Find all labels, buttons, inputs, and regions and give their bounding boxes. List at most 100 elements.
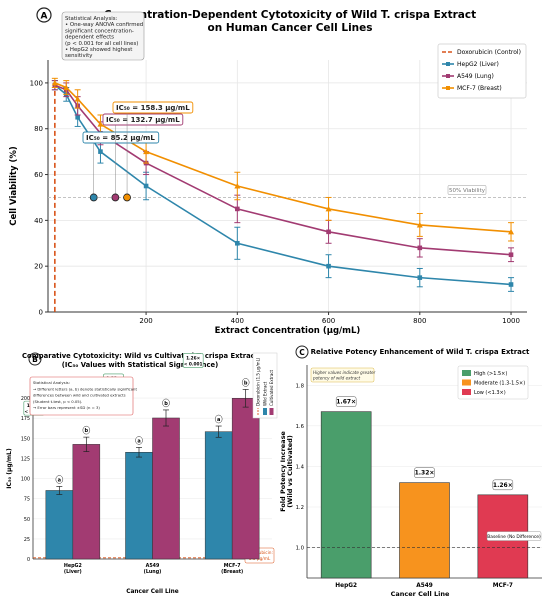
y-tick-label: 1.8 xyxy=(296,383,305,389)
stats-line: • HepG2 showed highest xyxy=(65,47,132,53)
stats-line: sensitivity xyxy=(65,53,93,59)
legend-swatch xyxy=(462,370,471,376)
significance-letter: b xyxy=(164,401,168,407)
value-label-box xyxy=(492,479,514,491)
y-tick-label: 100 xyxy=(21,477,30,483)
chart-title: Comparative Cytotoxicity: Wild vs Cultiv… xyxy=(22,352,259,360)
y-tick-label: 100 xyxy=(30,79,43,87)
legend-group: Doxorubicin (1.5 μg/mL) Wild Extract Culti… xyxy=(252,352,278,419)
y-tick-label: 80 xyxy=(34,125,43,133)
x-tick-label: A549 xyxy=(146,563,160,569)
y-tick-label: 175 xyxy=(21,416,30,422)
ic50-label: IC₅₀ = 158.3 μg/mL xyxy=(116,104,190,112)
legend-label: Moderate (1.3-1.5×) xyxy=(474,381,525,387)
x-tick-label: 600 xyxy=(322,317,335,325)
x-tick-label: A549 xyxy=(416,583,433,589)
data-point xyxy=(97,121,104,127)
panel-a: A Concentration-Dependent Cytotoxicity of… xyxy=(9,7,527,336)
x-tick-label: 800 xyxy=(413,317,426,325)
fold-label: 1.26× xyxy=(186,355,201,361)
panel-letter: A xyxy=(41,12,48,22)
significance-letter-circle xyxy=(241,378,250,387)
fold-label-box xyxy=(182,353,204,368)
panel-b: B Comparative Cytotoxicity: Wild vs Culti… xyxy=(0,340,280,599)
significance-letter: a xyxy=(58,477,61,483)
threshold-label: 50% Viability xyxy=(449,188,486,194)
note-box xyxy=(310,367,375,383)
y-tick-label: 40 xyxy=(34,217,43,225)
data-point xyxy=(325,205,332,212)
stats-box xyxy=(61,11,145,61)
fold-label: < 0.001 xyxy=(184,361,203,367)
stats-line: (p < 0.001 for all cell lines) xyxy=(65,41,138,47)
ic50-label: IC₅₀ = 85.2 μg/mL xyxy=(86,134,155,142)
y-tick-label: 0 xyxy=(39,309,43,317)
value-label: 1.32× xyxy=(415,470,435,477)
ic50-marker xyxy=(89,193,98,202)
chart-subtitle: (IC₅₀ Values with Statistical Significan… xyxy=(62,361,218,369)
legend-label: MCF-7 (Breast) xyxy=(457,85,502,92)
x-axis-label: Cancer Cell Line xyxy=(391,590,450,598)
y-tick-label: 125 xyxy=(21,456,30,462)
x-axis-label: Cancer Cell Line xyxy=(126,589,179,595)
chart-a-svg: A Concentration-Dependent Cytotoxicity of… xyxy=(9,7,527,336)
baseline-label-box xyxy=(486,531,542,541)
chart-c-svg: C Relative Potency Enhancement of Wild T.… xyxy=(279,345,542,598)
x-tick-label: HepG2 xyxy=(335,583,357,589)
data-point xyxy=(75,114,80,120)
significance-letter: b xyxy=(85,428,89,434)
x-tick-label: (Breast) xyxy=(221,569,243,575)
bar-cultivated xyxy=(231,398,260,560)
legend-label: Low (<1.3×) xyxy=(474,390,506,396)
y-tick-label: 200 xyxy=(21,396,30,402)
value-label-box xyxy=(414,467,435,478)
y-tick-label: 25 xyxy=(24,537,30,543)
stats-line: significant concentration- xyxy=(65,28,134,34)
stats-line: → Different letters (a, b) denote statis… xyxy=(33,386,137,391)
bar-wild xyxy=(125,452,153,560)
legend-swatch xyxy=(263,408,267,415)
bar-cultivated xyxy=(152,417,180,560)
y-tick-label: 1.6 xyxy=(296,424,305,430)
y-axis-label: Fold Potency Increase xyxy=(280,431,287,512)
y-axis-label: (Wild vs Cultivated) xyxy=(286,435,294,508)
value-label: 1.26× xyxy=(493,482,513,489)
y-tick-label: 20 xyxy=(34,263,43,271)
y-tick-label: 75 xyxy=(24,497,30,503)
stats-box xyxy=(29,376,134,416)
data-point xyxy=(508,252,514,258)
legend-label: High (>1.5×) xyxy=(474,371,507,377)
x-tick-label: 400 xyxy=(231,317,244,325)
legend-marker xyxy=(446,74,450,78)
ic50-label-box xyxy=(102,113,184,126)
doxorubicin-label: 1.5 μg/mL xyxy=(249,556,271,562)
x-tick-label: 1000 xyxy=(502,317,520,325)
note-text: potency of wild extract xyxy=(312,376,361,381)
y-tick-label: 1.4 xyxy=(296,464,305,470)
legend-label: Doxorubicin (1.5 μg/mL) xyxy=(256,357,261,406)
y-tick-label: 0 xyxy=(27,557,30,563)
x-tick-label: (Liver) xyxy=(64,569,82,575)
legend-box xyxy=(437,43,527,99)
data-point xyxy=(326,229,331,235)
bar-wild xyxy=(204,431,233,560)
y-tick-label: 60 xyxy=(34,171,43,179)
panel-letter: B xyxy=(32,355,38,364)
panel-letter-circle xyxy=(36,7,52,23)
data-point xyxy=(51,79,58,86)
stats-line: • One-way ANOVA confirmed xyxy=(65,22,143,28)
note-text: Higher values indicate greater xyxy=(313,370,376,375)
data-point xyxy=(235,240,240,246)
stats-line: → Error bars represent ±SD (n = 3) xyxy=(33,405,100,410)
legend-label: Wild Extract xyxy=(263,381,268,406)
x-tick-label: MCF-7 xyxy=(493,583,513,589)
stats-line: differences between wild and cultivated … xyxy=(33,393,126,398)
y-axis-label: Cell Viability (%) xyxy=(9,146,19,226)
bar-a549 xyxy=(399,482,450,579)
ic50-label: IC₅₀ = 132.7 μg/mL xyxy=(106,116,180,124)
significance-letter-circle xyxy=(214,414,223,424)
legend-swatch xyxy=(462,389,471,395)
data-point xyxy=(508,228,515,235)
bar-wild xyxy=(45,490,74,560)
ic50-marker xyxy=(111,193,120,202)
